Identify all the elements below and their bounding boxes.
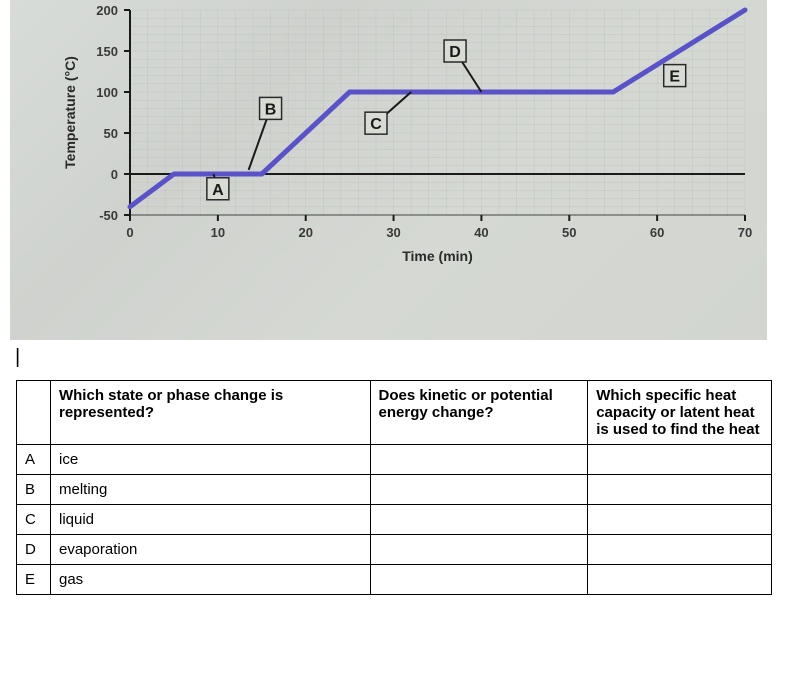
- row-energy: [370, 475, 588, 505]
- row-letter: B: [17, 475, 51, 505]
- col-header-heat: Which specific heat capacity or latent h…: [588, 381, 772, 445]
- svg-text:50: 50: [562, 225, 576, 240]
- row-state: ice: [50, 445, 370, 475]
- svg-text:C: C: [370, 116, 382, 133]
- row-energy: [370, 505, 588, 535]
- svg-text:60: 60: [650, 225, 664, 240]
- col-header-energy: Does kinetic or potential energy change?: [370, 381, 588, 445]
- svg-text:200: 200: [96, 3, 118, 18]
- phase-table: Which state or phase change is represent…: [16, 380, 772, 595]
- table-header-row: Which state or phase change is represent…: [17, 381, 772, 445]
- svg-text:150: 150: [96, 44, 118, 59]
- row-state: melting: [50, 475, 370, 505]
- svg-text:0: 0: [111, 167, 118, 182]
- svg-text:50: 50: [104, 126, 118, 141]
- table-row: Aice: [17, 445, 772, 475]
- table-row: Devaporation: [17, 535, 772, 565]
- row-energy: [370, 535, 588, 565]
- row-energy: [370, 445, 588, 475]
- svg-text:B: B: [265, 101, 277, 118]
- row-heat: [588, 535, 772, 565]
- svg-text:100: 100: [96, 85, 118, 100]
- svg-text:0: 0: [126, 225, 133, 240]
- svg-text:Temperature (°C): Temperature (°C): [62, 56, 78, 169]
- table-row: Cliquid: [17, 505, 772, 535]
- table-row: Bmelting: [17, 475, 772, 505]
- svg-text:D: D: [449, 44, 461, 61]
- svg-text:40: 40: [474, 225, 488, 240]
- chart-svg: 0 10 20 30 40 50 60 70 -50 0 50 100 150 200 Time (min)…: [10, 0, 767, 340]
- svg-text:-50: -50: [99, 208, 118, 223]
- row-letter: E: [17, 565, 51, 595]
- row-letter: C: [17, 505, 51, 535]
- row-energy: [370, 565, 588, 595]
- row-letter: A: [17, 445, 51, 475]
- table-row: Egas: [17, 565, 772, 595]
- svg-text:E: E: [669, 69, 680, 86]
- row-heat: [588, 445, 772, 475]
- heating-curve-chart: 0 10 20 30 40 50 60 70 -50 0 50 100 150 200 Time (min)…: [10, 0, 767, 340]
- row-heat: [588, 505, 772, 535]
- row-state: gas: [50, 565, 370, 595]
- svg-text:70: 70: [738, 225, 752, 240]
- phase-change-table: Which state or phase change is represent…: [16, 380, 772, 595]
- row-state: evaporation: [50, 535, 370, 565]
- svg-text:10: 10: [211, 225, 225, 240]
- svg-text:20: 20: [298, 225, 312, 240]
- row-letter: D: [17, 535, 51, 565]
- text-cursor: |: [15, 346, 20, 369]
- svg-text:A: A: [212, 182, 224, 199]
- row-state: liquid: [50, 505, 370, 535]
- col-header-state: Which state or phase change is represent…: [50, 381, 370, 445]
- svg-text:30: 30: [386, 225, 400, 240]
- row-heat: [588, 565, 772, 595]
- col-header-letter: [17, 381, 51, 445]
- svg-text:Time (min): Time (min): [402, 248, 473, 264]
- row-heat: [588, 475, 772, 505]
